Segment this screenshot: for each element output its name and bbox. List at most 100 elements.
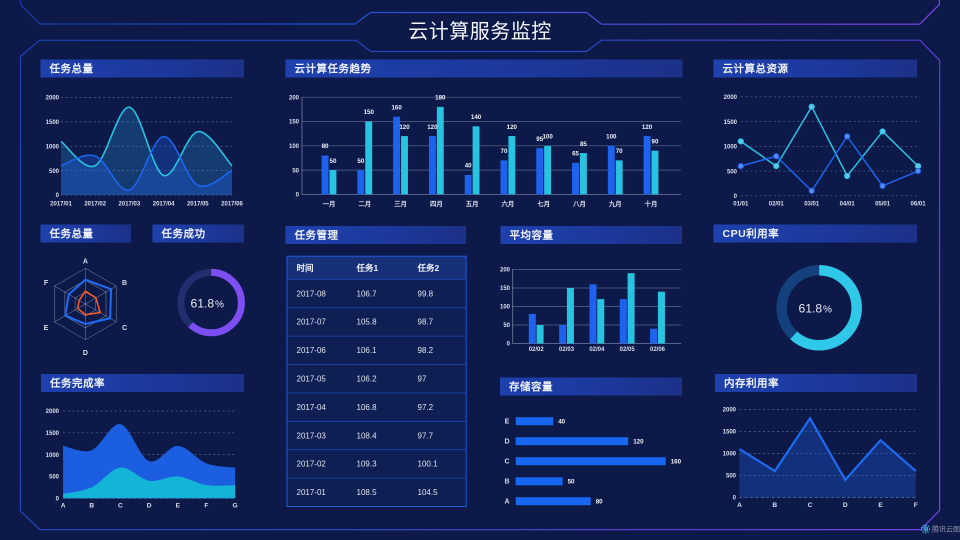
svg-text:100.1: 100.1 [418,460,439,469]
svg-text:100: 100 [606,134,617,141]
svg-text:80: 80 [322,143,329,150]
svg-text:六月: 六月 [502,199,515,208]
svg-text:C: C [122,325,127,332]
svg-text:1000: 1000 [46,453,60,459]
svg-text:02/05: 02/05 [620,347,636,353]
svg-text:500: 500 [727,169,738,175]
svg-text:100: 100 [289,144,300,150]
svg-text:D: D [504,439,509,446]
svg-text:B: B [122,280,127,287]
svg-text:0: 0 [296,193,300,199]
svg-text:1500: 1500 [723,430,737,436]
svg-text:CPU利用率: CPU利用率 [723,227,780,240]
svg-text:140: 140 [471,114,482,121]
svg-text:2017-07: 2017-07 [297,318,327,327]
svg-text:01/01: 01/01 [733,202,749,208]
svg-text:2017/04: 2017/04 [153,202,175,208]
svg-text:九月: 九月 [608,199,622,208]
svg-text:109.3: 109.3 [357,460,378,469]
svg-text:2000: 2000 [46,96,60,102]
svg-text:1000: 1000 [46,144,60,150]
svg-text:F: F [44,280,49,287]
svg-text:2017/01: 2017/01 [50,202,72,208]
svg-text:2017-06: 2017-06 [297,346,327,355]
svg-text:F: F [914,502,918,509]
svg-text:500: 500 [49,169,60,175]
svg-text:104.5: 104.5 [418,488,439,497]
svg-text:120: 120 [642,124,653,131]
svg-text:C: C [504,459,509,466]
svg-text:2017/02: 2017/02 [84,202,106,208]
svg-text:106.7: 106.7 [357,289,378,298]
svg-text:任务1: 任务1 [356,263,379,273]
svg-text:2000: 2000 [723,408,737,414]
svg-text:97: 97 [418,375,427,384]
svg-text:100: 100 [542,134,553,141]
svg-text:97.7: 97.7 [418,431,434,440]
svg-text:200: 200 [500,268,511,274]
svg-text:120: 120 [507,124,518,131]
svg-text:150: 150 [289,120,300,126]
svg-text:平均容量: 平均容量 [510,229,554,242]
svg-text:90: 90 [652,138,659,145]
svg-text:2017-03: 2017-03 [297,431,327,440]
svg-text:1000: 1000 [724,145,738,151]
svg-text:A: A [504,499,509,506]
svg-text:99.8: 99.8 [418,289,434,298]
svg-text:61.8%: 61.8% [190,296,224,310]
svg-text:二月: 二月 [358,200,371,208]
svg-text:八月: 八月 [572,200,586,208]
svg-text:180: 180 [435,95,446,102]
svg-text:A: A [83,259,88,266]
svg-text:04/01: 04/01 [840,202,856,208]
svg-text:任务2: 任务2 [417,263,440,273]
svg-text:85: 85 [580,141,587,148]
svg-text:2017-01: 2017-01 [297,488,327,497]
svg-text:160: 160 [671,459,682,466]
svg-text:98.7: 98.7 [418,318,434,327]
svg-text:2017/05: 2017/05 [187,202,209,208]
svg-text:1500: 1500 [46,431,60,437]
svg-text:E: E [44,325,49,332]
svg-text:105.8: 105.8 [357,318,378,327]
svg-text:106.1: 106.1 [357,346,378,355]
svg-text:四月: 四月 [430,200,443,208]
svg-text:106.8: 106.8 [357,403,378,412]
svg-text:F: F [204,503,208,510]
svg-text:50: 50 [503,323,510,329]
svg-text:C: C [118,503,123,510]
svg-text:06/01: 06/01 [911,202,927,208]
svg-text:E: E [878,502,883,509]
svg-text:任务总量: 任务总量 [49,227,94,240]
svg-text:0: 0 [734,194,738,200]
svg-text:A: A [61,503,66,510]
svg-text:97.2: 97.2 [418,403,434,412]
svg-text:100: 100 [500,305,511,311]
svg-text:2017-05: 2017-05 [297,375,327,384]
svg-text:五月: 五月 [466,200,479,208]
svg-text:D: D [83,350,88,357]
svg-text:1000: 1000 [723,452,737,458]
svg-text:108.5: 108.5 [357,488,378,497]
svg-text:2017-08: 2017-08 [297,289,327,298]
svg-text:0: 0 [507,342,511,348]
svg-text:05/01: 05/01 [875,202,891,208]
svg-text:2017-02: 2017-02 [297,460,327,469]
svg-text:150: 150 [364,109,375,116]
svg-text:1500: 1500 [724,120,738,126]
svg-text:内存利用率: 内存利用率 [724,377,779,390]
svg-text:50: 50 [357,158,364,165]
svg-text:02/01: 02/01 [769,202,785,208]
svg-text:108.4: 108.4 [357,431,378,440]
svg-text:61.8%: 61.8% [798,302,832,316]
svg-text:95: 95 [536,136,543,143]
svg-text:03/01: 03/01 [804,202,820,208]
svg-text:D: D [843,502,848,509]
svg-text:0: 0 [56,496,60,502]
svg-text:50: 50 [292,168,299,174]
svg-text:98.2: 98.2 [418,346,434,355]
svg-text:0: 0 [733,496,737,502]
svg-text:C: C [808,502,813,509]
svg-text:200: 200 [289,95,300,101]
svg-text:500: 500 [726,474,737,480]
